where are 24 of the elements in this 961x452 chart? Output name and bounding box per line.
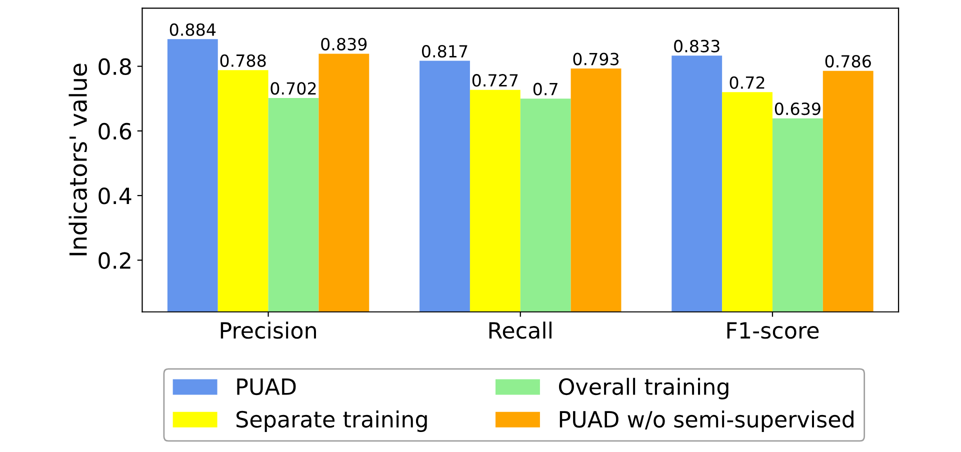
x-tick-label: Precision — [220, 322, 316, 339]
x-tick-label: F1-score — [727, 322, 819, 339]
data-label: 0.793 — [573, 52, 619, 66]
data-label: 0.7 — [533, 82, 558, 96]
y-tick-label: 0.4 — [98, 188, 132, 204]
x-tick-label: Recall — [489, 322, 552, 339]
y-axis-title: Indicators' value — [68, 64, 88, 256]
data-label: 0.788 — [220, 54, 266, 67]
y-tick-label: 0.2 — [98, 252, 130, 269]
legend-label: PUAD w/o semi-supervised — [560, 410, 854, 432]
data-label: 0.884 — [170, 23, 216, 36]
legend-label: Separate training — [236, 410, 427, 432]
data-label: 0.786 — [825, 54, 871, 68]
data-label: 0.839 — [321, 38, 367, 50]
data-label: 0.727 — [472, 74, 518, 87]
legend-label: Overall training — [558, 378, 728, 400]
y-tick-label: 0.8 — [98, 58, 131, 76]
data-label: 0.72 — [730, 76, 764, 89]
legend-label: PUAD — [237, 378, 296, 396]
data-label: 0.833 — [674, 40, 720, 52]
data-label: 0.817 — [422, 44, 468, 58]
data-label: 0.639 — [774, 102, 820, 116]
y-tick-label: 0.6 — [98, 122, 132, 140]
data-label: 0.702 — [270, 82, 316, 95]
